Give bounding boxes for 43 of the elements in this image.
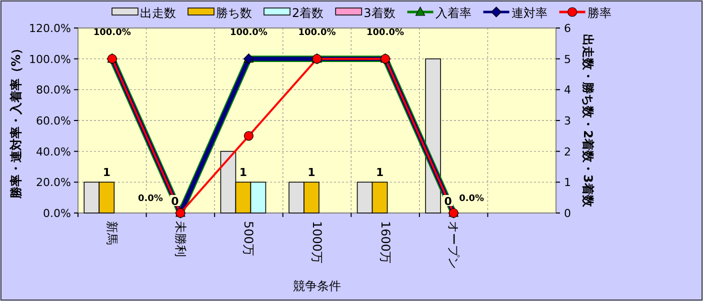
data-label: 100.0% [230,28,268,38]
y-axis-title: 勝率・連対率・入着率（%） [9,42,23,200]
y2-tick-label: 0 [564,207,571,220]
data-label: 100.0% [298,28,336,38]
legend-label: 勝率 [587,6,612,20]
point [244,131,254,141]
data-label: 1 [308,166,316,180]
legend-label: 連対率 [511,6,548,20]
legend-label: 勝ち数 [216,6,252,20]
data-label: 0.0% [138,194,163,204]
x-tick-label: 1000万 [310,221,324,264]
y-tick-label: 120.0% [29,22,71,35]
data-label: 1 [102,166,110,180]
y2-tick-label: 6 [564,22,571,35]
legend-label: 3着数 [364,6,396,20]
data-label: 100.0% [93,28,131,38]
legend-label: 出走数 [140,6,176,20]
legend-label: 2着数 [292,6,324,20]
y2-axis-title: 出走数・勝ち数・2着数・3着数 [581,34,595,208]
y-tick-label: 80.0% [36,84,71,97]
data-label: 0 [444,195,452,208]
data-label: 1 [376,166,384,180]
x-tick-label: 1600万 [378,221,392,264]
x-tick-label: 未勝利 [173,221,188,257]
y2-tick-label: 5 [564,52,571,66]
x-axis-title: 競争条件 [293,279,341,293]
y2-tick-label: 2 [564,145,571,158]
data-label: 100.0% [366,28,404,38]
y-tick-label: 20.0% [36,176,71,190]
x-tick-label: 新馬 [105,221,120,245]
y-tick-label: 40.0% [36,145,71,158]
data-label: 0.0% [459,194,484,204]
data-label: 0 [171,195,180,208]
y2-tick-label: 3 [564,114,571,128]
data-label: 1 [239,166,248,180]
y2-tick-label: 1 [564,176,571,190]
y-tick-label: 60.0% [36,114,71,128]
y2-tick-label: 4 [564,84,571,97]
x-tick-label: オープン [446,221,461,269]
y-tick-label: 100.0% [29,52,71,66]
x-tick-label: 500万 [242,221,256,256]
y-tick-label: 0.0% [43,207,71,220]
legend-label: 入着率 [435,6,472,20]
